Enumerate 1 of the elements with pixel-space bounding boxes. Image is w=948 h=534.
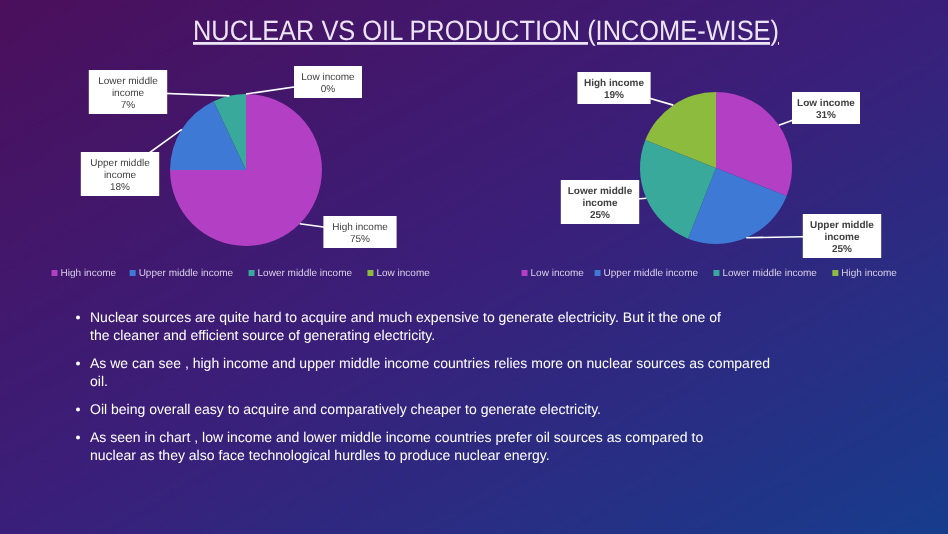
text: NUCLEAR VS OIL PRODUCTION (INCOME-WISE): [193, 14, 840, 46]
